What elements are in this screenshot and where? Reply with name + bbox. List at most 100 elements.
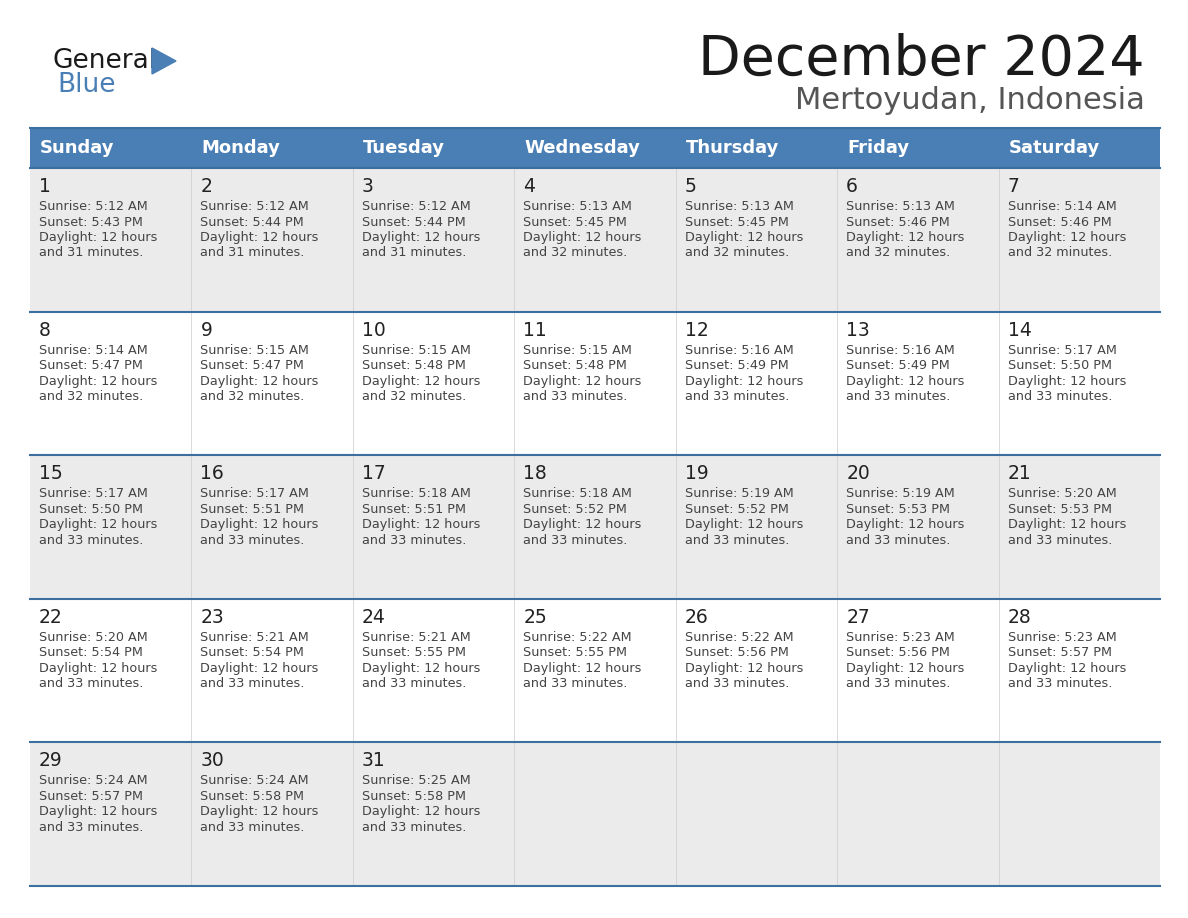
Text: Daylight: 12 hours: Daylight: 12 hours — [1007, 231, 1126, 244]
Text: and 33 minutes.: and 33 minutes. — [1007, 533, 1112, 547]
Text: and 33 minutes.: and 33 minutes. — [846, 390, 950, 403]
Text: Sunrise: 5:19 AM: Sunrise: 5:19 AM — [684, 487, 794, 500]
Text: 29: 29 — [39, 752, 63, 770]
Text: Sunrise: 5:12 AM: Sunrise: 5:12 AM — [201, 200, 309, 213]
Text: Sunset: 5:56 PM: Sunset: 5:56 PM — [846, 646, 950, 659]
Text: Daylight: 12 hours: Daylight: 12 hours — [362, 231, 480, 244]
Text: 31: 31 — [362, 752, 386, 770]
Text: 19: 19 — [684, 465, 708, 483]
Text: and 31 minutes.: and 31 minutes. — [39, 247, 144, 260]
Text: Daylight: 12 hours: Daylight: 12 hours — [1007, 375, 1126, 387]
Text: Sunrise: 5:21 AM: Sunrise: 5:21 AM — [362, 631, 470, 644]
Text: Sunset: 5:52 PM: Sunset: 5:52 PM — [523, 503, 627, 516]
Text: Sunrise: 5:25 AM: Sunrise: 5:25 AM — [362, 775, 470, 788]
Text: Sunset: 5:57 PM: Sunset: 5:57 PM — [1007, 646, 1112, 659]
Text: and 31 minutes.: and 31 minutes. — [362, 247, 466, 260]
Text: Daylight: 12 hours: Daylight: 12 hours — [201, 805, 318, 819]
Text: and 32 minutes.: and 32 minutes. — [684, 247, 789, 260]
Text: Daylight: 12 hours: Daylight: 12 hours — [39, 805, 157, 819]
Text: Sunrise: 5:13 AM: Sunrise: 5:13 AM — [846, 200, 955, 213]
Text: 21: 21 — [1007, 465, 1031, 483]
Text: and 33 minutes.: and 33 minutes. — [684, 677, 789, 690]
Text: Sunrise: 5:24 AM: Sunrise: 5:24 AM — [201, 775, 309, 788]
Text: Sunset: 5:50 PM: Sunset: 5:50 PM — [39, 503, 143, 516]
Text: Sunset: 5:49 PM: Sunset: 5:49 PM — [684, 359, 789, 372]
Text: Sunset: 5:48 PM: Sunset: 5:48 PM — [362, 359, 466, 372]
Text: Sunset: 5:54 PM: Sunset: 5:54 PM — [201, 646, 304, 659]
Text: 25: 25 — [523, 608, 546, 627]
Text: 27: 27 — [846, 608, 870, 627]
Text: Sunset: 5:44 PM: Sunset: 5:44 PM — [201, 216, 304, 229]
Text: 4: 4 — [523, 177, 536, 196]
Text: 3: 3 — [362, 177, 374, 196]
Text: 14: 14 — [1007, 320, 1031, 340]
Text: 7: 7 — [1007, 177, 1019, 196]
Text: Sunset: 5:56 PM: Sunset: 5:56 PM — [684, 646, 789, 659]
Text: and 33 minutes.: and 33 minutes. — [362, 821, 466, 834]
Text: Sunrise: 5:15 AM: Sunrise: 5:15 AM — [201, 343, 309, 356]
Text: 6: 6 — [846, 177, 858, 196]
Text: Daylight: 12 hours: Daylight: 12 hours — [39, 375, 157, 387]
Text: Sunrise: 5:18 AM: Sunrise: 5:18 AM — [362, 487, 470, 500]
Text: General: General — [52, 48, 156, 74]
Text: Daylight: 12 hours: Daylight: 12 hours — [39, 518, 157, 532]
Text: 1: 1 — [39, 177, 51, 196]
Text: and 33 minutes.: and 33 minutes. — [523, 533, 627, 547]
Text: Sunset: 5:57 PM: Sunset: 5:57 PM — [39, 789, 143, 803]
Text: Sunset: 5:58 PM: Sunset: 5:58 PM — [362, 789, 466, 803]
Text: Sunrise: 5:17 AM: Sunrise: 5:17 AM — [201, 487, 309, 500]
Bar — [30, 168, 1159, 311]
Text: Daylight: 12 hours: Daylight: 12 hours — [201, 231, 318, 244]
Text: Mertoyudan, Indonesia: Mertoyudan, Indonesia — [795, 86, 1145, 115]
Text: Sunrise: 5:13 AM: Sunrise: 5:13 AM — [523, 200, 632, 213]
Text: 30: 30 — [201, 752, 225, 770]
Text: and 33 minutes.: and 33 minutes. — [846, 533, 950, 547]
Text: Sunrise: 5:24 AM: Sunrise: 5:24 AM — [39, 775, 147, 788]
Text: Sunset: 5:53 PM: Sunset: 5:53 PM — [1007, 503, 1112, 516]
Text: Daylight: 12 hours: Daylight: 12 hours — [846, 662, 965, 675]
Text: Sunrise: 5:12 AM: Sunrise: 5:12 AM — [39, 200, 147, 213]
Text: Sunset: 5:45 PM: Sunset: 5:45 PM — [523, 216, 627, 229]
Text: 18: 18 — [523, 465, 546, 483]
Text: and 32 minutes.: and 32 minutes. — [523, 247, 627, 260]
Text: Sunset: 5:45 PM: Sunset: 5:45 PM — [684, 216, 789, 229]
Text: and 33 minutes.: and 33 minutes. — [684, 390, 789, 403]
Text: Sunrise: 5:12 AM: Sunrise: 5:12 AM — [362, 200, 470, 213]
Text: 12: 12 — [684, 320, 708, 340]
Text: and 33 minutes.: and 33 minutes. — [201, 533, 305, 547]
Text: Sunrise: 5:20 AM: Sunrise: 5:20 AM — [1007, 487, 1117, 500]
Text: Daylight: 12 hours: Daylight: 12 hours — [362, 518, 480, 532]
Text: Friday: Friday — [847, 139, 909, 157]
Text: Sunrise: 5:14 AM: Sunrise: 5:14 AM — [39, 343, 147, 356]
Text: Sunrise: 5:22 AM: Sunrise: 5:22 AM — [684, 631, 794, 644]
Text: Sunrise: 5:20 AM: Sunrise: 5:20 AM — [39, 631, 147, 644]
Text: Sunset: 5:50 PM: Sunset: 5:50 PM — [1007, 359, 1112, 372]
Text: Daylight: 12 hours: Daylight: 12 hours — [684, 518, 803, 532]
Text: Daylight: 12 hours: Daylight: 12 hours — [846, 375, 965, 387]
Text: and 32 minutes.: and 32 minutes. — [201, 390, 304, 403]
Text: Tuesday: Tuesday — [362, 139, 444, 157]
Text: Sunrise: 5:23 AM: Sunrise: 5:23 AM — [846, 631, 955, 644]
Text: and 33 minutes.: and 33 minutes. — [846, 677, 950, 690]
Text: Sunset: 5:47 PM: Sunset: 5:47 PM — [201, 359, 304, 372]
Text: 20: 20 — [846, 465, 870, 483]
Text: and 32 minutes.: and 32 minutes. — [1007, 247, 1112, 260]
Text: Daylight: 12 hours: Daylight: 12 hours — [846, 231, 965, 244]
Text: and 32 minutes.: and 32 minutes. — [362, 390, 466, 403]
Text: Sunset: 5:51 PM: Sunset: 5:51 PM — [201, 503, 304, 516]
Text: and 31 minutes.: and 31 minutes. — [201, 247, 305, 260]
Text: Sunset: 5:54 PM: Sunset: 5:54 PM — [39, 646, 143, 659]
Text: Daylight: 12 hours: Daylight: 12 hours — [684, 662, 803, 675]
Bar — [30, 311, 1159, 455]
Text: Sunrise: 5:15 AM: Sunrise: 5:15 AM — [362, 343, 470, 356]
Text: 8: 8 — [39, 320, 51, 340]
Text: Daylight: 12 hours: Daylight: 12 hours — [201, 662, 318, 675]
Text: and 33 minutes.: and 33 minutes. — [1007, 390, 1112, 403]
Text: Daylight: 12 hours: Daylight: 12 hours — [201, 375, 318, 387]
Text: Sunset: 5:51 PM: Sunset: 5:51 PM — [362, 503, 466, 516]
Text: and 33 minutes.: and 33 minutes. — [1007, 677, 1112, 690]
Text: 5: 5 — [684, 177, 696, 196]
Text: Sunday: Sunday — [40, 139, 114, 157]
Text: Daylight: 12 hours: Daylight: 12 hours — [523, 231, 642, 244]
Text: Daylight: 12 hours: Daylight: 12 hours — [523, 662, 642, 675]
